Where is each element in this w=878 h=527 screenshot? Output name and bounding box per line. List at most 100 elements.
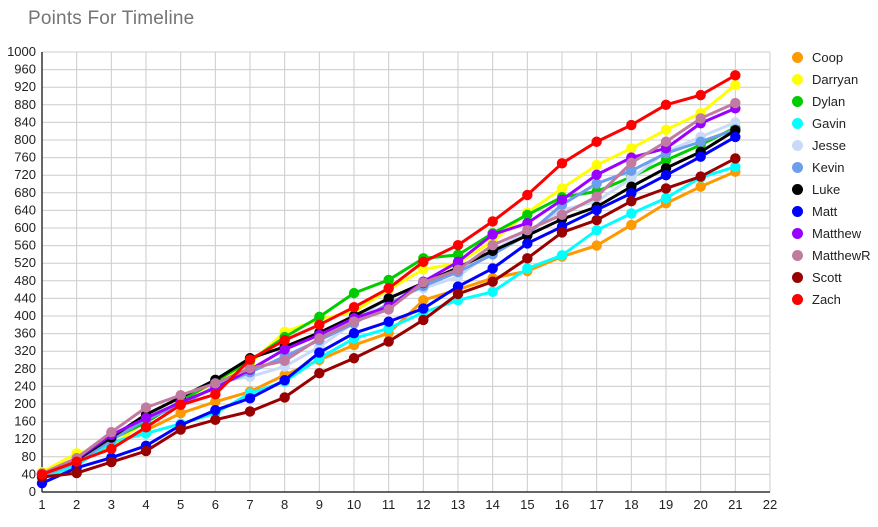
data-point-matt-x13[interactable] <box>452 281 464 292</box>
legend-item-matthew[interactable]: Matthew <box>792 222 878 244</box>
data-point-zach-x17[interactable] <box>591 136 602 147</box>
data-point-scott-x14[interactable] <box>487 276 498 287</box>
data-point-matt-x10[interactable] <box>348 327 360 339</box>
data-point-matt-x11[interactable] <box>383 316 394 327</box>
data-point-matthewr-x8[interactable] <box>279 355 290 367</box>
data-point-matthewr-x3[interactable] <box>106 426 117 438</box>
data-point-dylan-x9[interactable] <box>314 311 325 323</box>
legend-item-dylan[interactable]: Dylan <box>792 90 878 112</box>
data-point-scott-x5[interactable] <box>175 424 186 435</box>
legend-item-gavin[interactable]: Gavin <box>792 112 878 134</box>
data-point-gavin-x21[interactable] <box>730 161 741 173</box>
data-point-matthewr-x15[interactable] <box>522 225 533 236</box>
data-point-matthewr-x5[interactable] <box>175 390 186 401</box>
data-point-zach-x12[interactable] <box>418 256 429 268</box>
legend-item-darryan[interactable]: Darryan <box>792 68 878 90</box>
data-point-matthewr-x17[interactable] <box>591 191 602 202</box>
data-point-matthewr-x7[interactable] <box>244 363 256 374</box>
data-point-matthewr-x10[interactable] <box>348 316 360 327</box>
data-point-matt-x12[interactable] <box>418 303 429 314</box>
data-point-matthew-x17[interactable] <box>591 169 602 180</box>
data-point-kevin-x20[interactable] <box>695 136 706 147</box>
data-point-scott-x8[interactable] <box>279 392 290 403</box>
data-point-scott-x13[interactable] <box>452 288 464 300</box>
data-point-matt-x9[interactable] <box>314 347 325 358</box>
data-point-darryan-x12[interactable] <box>418 264 429 275</box>
data-point-scott-x10[interactable] <box>348 353 360 364</box>
data-point-matthewr-x4[interactable] <box>140 402 152 413</box>
data-point-matt-x17[interactable] <box>591 204 602 216</box>
legend-item-luke[interactable]: Luke <box>792 178 878 200</box>
data-point-luke-x11[interactable] <box>383 293 394 304</box>
data-point-zach-x10[interactable] <box>348 302 360 313</box>
data-point-zach-x2[interactable] <box>71 456 82 467</box>
data-point-zach-x14[interactable] <box>487 216 498 227</box>
data-point-scott-x20[interactable] <box>695 171 706 182</box>
data-point-matthewr-x13[interactable] <box>452 264 464 275</box>
data-point-matthewr-x12[interactable] <box>418 277 429 288</box>
data-point-darryan-x16[interactable] <box>556 183 568 194</box>
data-point-zach-x18[interactable] <box>626 119 637 131</box>
data-point-zach-x11[interactable] <box>383 283 394 294</box>
data-point-gavin-x14[interactable] <box>487 286 498 297</box>
data-point-matt-x14[interactable] <box>487 263 498 274</box>
data-point-matthew-x14[interactable] <box>487 229 498 240</box>
data-point-matthewr-x14[interactable] <box>487 239 498 251</box>
data-point-matthewr-x11[interactable] <box>383 304 394 315</box>
legend-item-coop[interactable]: Coop <box>792 46 878 68</box>
legend-item-matthewr[interactable]: MatthewR <box>792 244 878 266</box>
data-point-scott-x7[interactable] <box>244 406 256 417</box>
data-point-scott-x15[interactable] <box>522 253 533 264</box>
legend-item-matt[interactable]: Matt <box>792 200 878 222</box>
data-point-zach-x4[interactable] <box>140 422 152 433</box>
data-point-coop-x18[interactable] <box>626 219 637 231</box>
data-point-gavin-x16[interactable] <box>556 250 568 261</box>
data-point-zach-x16[interactable] <box>556 158 568 169</box>
data-point-scott-x9[interactable] <box>314 368 325 379</box>
data-point-matt-x6[interactable] <box>210 404 221 416</box>
data-point-scott-x17[interactable] <box>591 214 602 226</box>
data-point-gavin-x17[interactable] <box>591 225 602 236</box>
data-point-zach-x8[interactable] <box>279 335 290 346</box>
data-point-zach-x6[interactable] <box>210 389 221 400</box>
data-point-scott-x6[interactable] <box>210 414 221 426</box>
data-point-scott-x19[interactable] <box>660 183 672 194</box>
data-point-matthew-x4[interactable] <box>140 412 152 424</box>
data-point-scott-x16[interactable] <box>556 227 568 238</box>
data-point-matthew-x13[interactable] <box>452 256 464 268</box>
data-point-zach-x1[interactable] <box>36 469 48 480</box>
data-point-matthew-x8[interactable] <box>279 344 290 355</box>
data-point-matt-x7[interactable] <box>244 393 256 404</box>
data-point-scott-x2[interactable] <box>71 467 82 479</box>
data-point-scott-x18[interactable] <box>626 195 637 207</box>
data-point-matt-x21[interactable] <box>730 131 741 143</box>
data-point-matthewr-x6[interactable] <box>210 378 221 389</box>
data-point-coop-x20[interactable] <box>695 181 706 192</box>
data-point-matthewr-x20[interactable] <box>695 113 706 124</box>
legend-item-kevin[interactable]: Kevin <box>792 156 878 178</box>
data-point-matt-x20[interactable] <box>695 151 706 162</box>
data-point-coop-x12[interactable] <box>418 294 429 306</box>
data-point-zach-x7[interactable] <box>244 354 256 365</box>
data-point-zach-x9[interactable] <box>314 319 325 330</box>
data-point-kevin-x18[interactable] <box>626 165 637 176</box>
data-point-matthewr-x19[interactable] <box>660 136 672 147</box>
data-point-dylan-x15[interactable] <box>522 209 533 220</box>
data-point-scott-x3[interactable] <box>106 456 117 468</box>
data-point-gavin-x15[interactable] <box>522 263 533 274</box>
data-point-scott-x11[interactable] <box>383 336 394 347</box>
data-point-darryan-x19[interactable] <box>660 124 672 136</box>
legend-item-jesse[interactable]: Jesse <box>792 134 878 156</box>
legend-item-zach[interactable]: Zach <box>792 288 878 310</box>
data-point-matt-x19[interactable] <box>660 170 672 181</box>
data-point-zach-x20[interactable] <box>695 89 706 101</box>
data-point-darryan-x21[interactable] <box>730 79 741 91</box>
legend-item-scott[interactable]: Scott <box>792 266 878 288</box>
data-point-matthewr-x21[interactable] <box>730 97 741 109</box>
data-point-darryan-x17[interactable] <box>591 159 602 171</box>
data-point-scott-x12[interactable] <box>418 314 429 326</box>
data-point-matt-x15[interactable] <box>522 238 533 249</box>
data-point-coop-x5[interactable] <box>175 408 186 419</box>
data-point-zach-x21[interactable] <box>730 70 741 81</box>
data-point-coop-x6[interactable] <box>210 396 221 407</box>
